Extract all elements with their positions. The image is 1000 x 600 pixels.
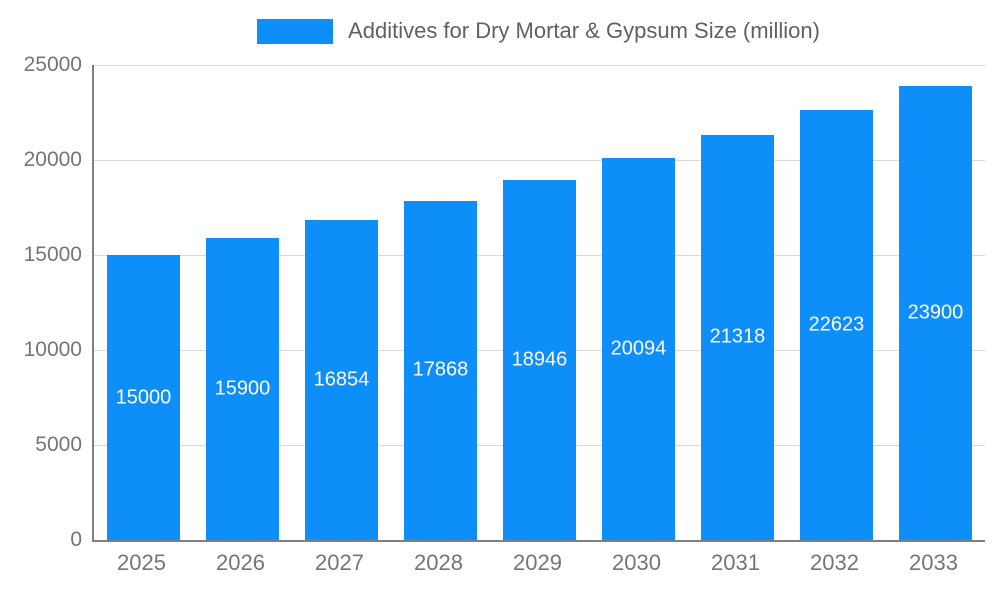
bar-slot-2029: 18946 — [490, 65, 589, 540]
bar-slot-2026: 15900 — [193, 65, 292, 540]
bar-value-label-2029: 18946 — [511, 348, 568, 371]
bar-slot-2025: 15000 — [94, 65, 193, 540]
y-tick-label-0: 0 — [70, 528, 82, 551]
y-tick-label-10000: 10000 — [23, 338, 82, 361]
y-tick-label-5000: 5000 — [35, 433, 82, 456]
x-tick-label-2029: 2029 — [513, 550, 562, 575]
bar-value-label-2033: 23900 — [907, 301, 964, 324]
bar-2025[interactable]: 15000 — [107, 255, 180, 540]
bar-2027[interactable]: 16854 — [305, 219, 378, 540]
x-tick-label-2026: 2026 — [216, 550, 265, 575]
gridline-25000 — [94, 65, 985, 66]
x-tick-label-2032: 2032 — [810, 550, 859, 575]
legend-swatch — [257, 18, 334, 44]
bars-layer: 15000 15900 16854 17868 18946 20094 21318 22623… — [94, 65, 985, 540]
x-tick-label-2028: 2028 — [414, 550, 463, 575]
bar-2026[interactable]: 15900 — [206, 237, 279, 540]
y-tick-label-25000: 25000 — [23, 53, 82, 76]
gridline-20000 — [94, 160, 985, 161]
x-tick-label-2025: 2025 — [117, 550, 166, 575]
bar-value-label-2026: 15900 — [214, 377, 271, 400]
x-tick-label-2027: 2027 — [315, 550, 364, 575]
bar-slot-2031: 21318 — [688, 65, 787, 540]
plot-area: 0 5000 10000 15000 20000 25000 15000 15900 1685… — [24, 53, 985, 551]
bar-2030[interactable]: 20094 — [602, 158, 675, 540]
bar-2029[interactable]: 18946 — [503, 180, 576, 540]
x-tick-label-2031: 2031 — [711, 550, 760, 575]
x-tick-label-2033: 2033 — [909, 550, 958, 575]
bar-slot-2028: 17868 — [391, 65, 490, 540]
bar-value-label-2030: 20094 — [610, 337, 667, 360]
bar-2031[interactable]: 21318 — [701, 134, 774, 540]
x-tick-label-2030: 2030 — [612, 550, 661, 575]
bar-value-label-2031: 21318 — [709, 325, 766, 348]
bar-2032[interactable]: 22623 — [800, 110, 873, 540]
bar-slot-2033: 23900 — [886, 65, 985, 540]
chart-title: Additives for Dry Mortar & Gypsum Size (… — [348, 18, 820, 43]
bar-value-label-2027: 16854 — [313, 368, 370, 391]
bar-value-label-2025: 15000 — [115, 386, 172, 408]
legend[interactable]: Additives for Dry Mortar & Gypsum Size (… — [92, 16, 985, 46]
bar-2028[interactable]: 17868 — [404, 200, 477, 540]
bar-value-label-2028: 17868 — [412, 358, 469, 381]
bar-slot-2027: 16854 — [292, 65, 391, 540]
bar-slot-2032: 22623 — [787, 65, 886, 540]
bar-2033[interactable]: 23900 — [899, 85, 972, 540]
y-tick-label-20000: 20000 — [23, 148, 82, 171]
y-tick-label-15000: 15000 — [23, 243, 82, 266]
bar-value-label-2032: 22623 — [808, 313, 865, 336]
bar-slot-2030: 20094 — [589, 65, 688, 540]
x-axis-labels: 2025 2026 2027 2028 2029 2030 2031 2032 2033 — [92, 550, 983, 576]
